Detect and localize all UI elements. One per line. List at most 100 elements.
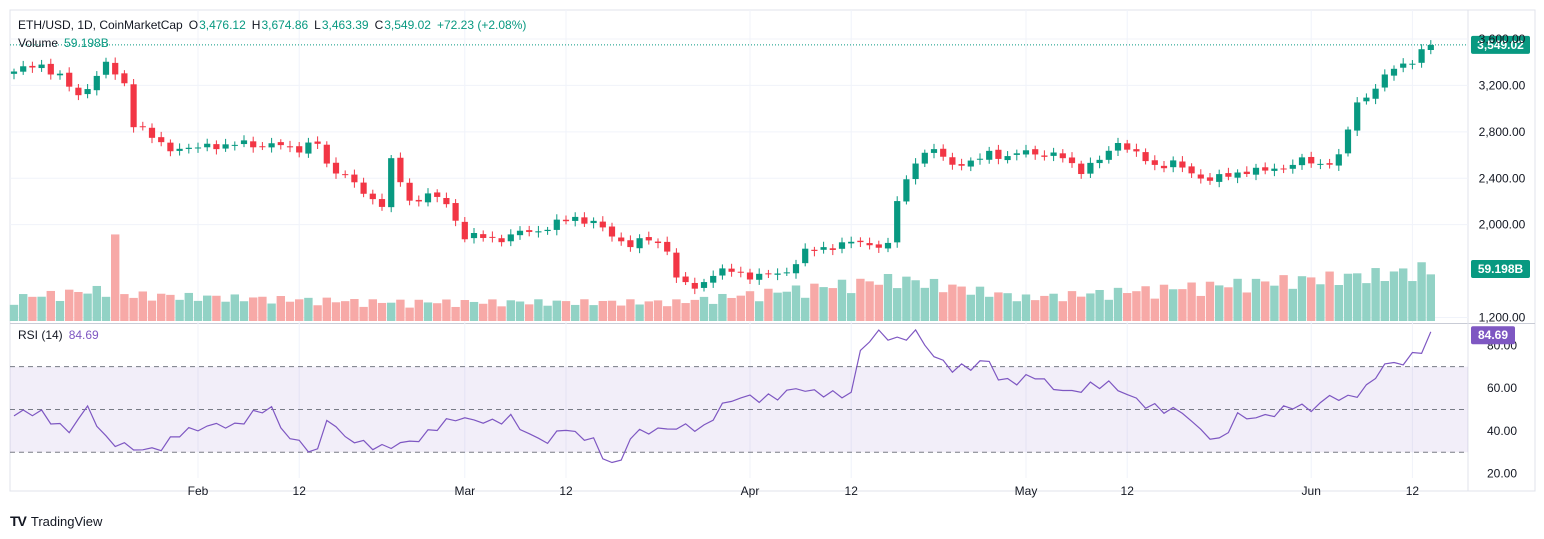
- volume-bar: [1426, 274, 1435, 321]
- candle-body: [737, 271, 744, 273]
- volume-bar: [331, 302, 341, 321]
- volume-bar: [589, 305, 598, 321]
- volume-bar: [1040, 295, 1049, 321]
- candle-body: [903, 179, 910, 202]
- tradingview-brand[interactable]: TV TradingView: [10, 513, 102, 529]
- candle-body: [452, 203, 459, 221]
- candle-body: [130, 84, 137, 128]
- rsi-tick-label: 40.00: [1487, 424, 1517, 438]
- volume-bar: [736, 295, 745, 321]
- low-key: L: [314, 18, 321, 32]
- candle-body: [829, 248, 836, 250]
- last-price-tag: [1471, 35, 1530, 54]
- volume-bar: [718, 293, 727, 321]
- candle-body: [1013, 153, 1020, 155]
- volume-bar: [488, 299, 497, 321]
- candle-body: [1298, 157, 1306, 166]
- volume-bar: [1095, 289, 1104, 321]
- rsi-label: RSI (14): [18, 328, 63, 342]
- volume-bar: [65, 289, 74, 321]
- candle-body: [645, 237, 652, 241]
- candle-body: [1262, 167, 1269, 171]
- volume-bar: [193, 300, 203, 321]
- volume-bar: [350, 299, 359, 321]
- volume-bar: [791, 285, 801, 321]
- candle-body: [388, 158, 395, 208]
- change-value: +72.23 (+2.08%): [436, 18, 527, 32]
- candle-body: [682, 276, 689, 283]
- candle-body: [332, 162, 340, 174]
- candle-body: [986, 150, 993, 160]
- volume-bar: [258, 296, 267, 321]
- candle-body: [434, 192, 441, 197]
- rsi-last-tag: [1471, 326, 1515, 345]
- candle-body: [967, 160, 974, 167]
- volume-bar: [1031, 300, 1040, 321]
- volume-bar: [414, 299, 423, 321]
- volume-bar: [1086, 293, 1095, 321]
- candle-body: [1271, 168, 1278, 171]
- candle-body: [498, 238, 505, 243]
- open-value: 3,476.12: [199, 18, 246, 32]
- candle-body: [268, 143, 275, 148]
- volume-bar: [837, 279, 847, 321]
- candle-body: [213, 144, 220, 150]
- candle-body: [1381, 74, 1388, 88]
- price-tick-label: 1,200.00: [1479, 311, 1526, 325]
- candle-body: [1252, 167, 1260, 175]
- volume-row: Volume 59.198B: [18, 34, 526, 52]
- candle-body: [158, 137, 165, 143]
- volume-bar: [663, 306, 672, 321]
- candle-body: [1206, 177, 1214, 181]
- candle-body: [443, 198, 450, 205]
- candle-body: [121, 73, 128, 84]
- candle-body: [1087, 162, 1094, 174]
- volume-bar: [1104, 299, 1113, 321]
- ohlc-row: ETH/USD, 1D, CoinMarketCap O3,476.12 H3,…: [18, 16, 526, 34]
- volume-bar: [101, 296, 111, 321]
- volume-bar: [212, 295, 221, 321]
- volume-bar: [709, 303, 718, 321]
- candle-body: [581, 217, 588, 224]
- volume-bar: [221, 301, 230, 321]
- volume-bar: [377, 302, 387, 321]
- candle-body: [148, 127, 156, 138]
- candle-body: [1225, 173, 1232, 177]
- volume-bar: [819, 287, 828, 321]
- volume-bar: [515, 301, 525, 321]
- candle-body: [351, 174, 358, 183]
- volume-bar: [1297, 276, 1307, 321]
- candle-body: [894, 201, 901, 243]
- volume-bar: [1187, 282, 1196, 321]
- time-tick-label: 12: [1121, 484, 1135, 498]
- volume-bar: [957, 286, 966, 321]
- candle-body: [480, 234, 487, 238]
- candle-body: [1133, 149, 1140, 152]
- volume-bar: [1389, 271, 1399, 321]
- candle-body: [1114, 142, 1122, 151]
- open-key: O: [188, 18, 199, 32]
- volume-bar: [184, 292, 193, 321]
- volume-bar: [975, 286, 985, 321]
- price-tick-label: 3,600.00: [1479, 32, 1526, 46]
- time-tick-label: May: [1015, 484, 1038, 498]
- rsi-tick-label: 60.00: [1487, 381, 1517, 395]
- candle-body: [1289, 164, 1296, 169]
- candle-body: [222, 144, 229, 149]
- candle-body: [10, 71, 18, 74]
- candle-body: [673, 252, 680, 278]
- volume-bar: [1178, 289, 1187, 321]
- rsi-line: [13, 328, 1432, 464]
- volume-bar: [166, 294, 175, 321]
- candle-body: [728, 268, 735, 272]
- volume-bar: [1242, 292, 1251, 321]
- volume-bar: [55, 300, 65, 321]
- volume-bar: [1399, 268, 1408, 321]
- volume-bar: [626, 299, 635, 321]
- candle-body: [112, 62, 119, 75]
- volume-bar: [1279, 275, 1288, 321]
- volume-bar: [1049, 293, 1058, 321]
- candle-body: [912, 163, 919, 180]
- volume-bar: [1077, 296, 1086, 321]
